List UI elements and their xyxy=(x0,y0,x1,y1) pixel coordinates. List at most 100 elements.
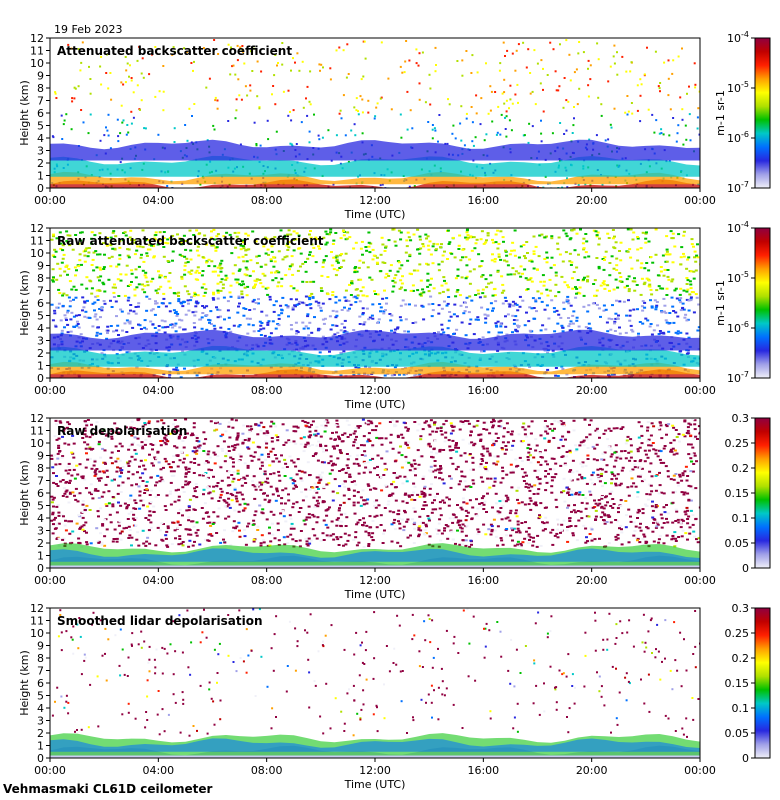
colorbar-tick-label: 0 xyxy=(742,562,749,575)
x-axis-label: Time (UTC) xyxy=(344,588,406,601)
y-tick-label: 11 xyxy=(30,45,44,58)
date-label: 19 Feb 2023 xyxy=(54,23,122,36)
x-tick-label: 16:00 xyxy=(467,764,499,777)
y-tick-label: 10 xyxy=(30,57,44,70)
y-tick-label: 4 xyxy=(37,322,44,335)
colorbar-tick-label: 10-4 xyxy=(727,30,749,45)
y-tick-label: 10 xyxy=(30,627,44,640)
colorbar-tick-label: 0.15 xyxy=(725,487,750,500)
x-tick-label: 04:00 xyxy=(142,764,174,777)
y-tick-label: 12 xyxy=(30,412,44,425)
chart-panel-4: Smoothed lidar depolarisation01234567891… xyxy=(18,602,771,791)
x-tick-label: 20:00 xyxy=(576,384,608,397)
y-tick-label: 1 xyxy=(37,360,44,373)
heatmap-background xyxy=(50,418,700,568)
x-tick-label: 00:00 xyxy=(34,384,66,397)
x-tick-label: 12:00 xyxy=(359,574,391,587)
x-tick-label: 08:00 xyxy=(251,574,283,587)
colorbar-tick-label: 10-6 xyxy=(727,130,749,145)
x-tick-label: 00:00 xyxy=(684,384,716,397)
colorbar-unit-label: m-1 sr-1 xyxy=(714,280,727,326)
colorbar-tick-label: 10-7 xyxy=(727,180,749,195)
y-tick-label: 1 xyxy=(37,170,44,183)
y-tick-label: 4 xyxy=(37,132,44,145)
y-tick-label: 8 xyxy=(37,462,44,475)
x-tick-label: 04:00 xyxy=(142,384,174,397)
x-tick-label: 04:00 xyxy=(142,194,174,207)
y-tick-label: 2 xyxy=(37,727,44,740)
y-tick-label: 7 xyxy=(37,475,44,488)
y-tick-label: 1 xyxy=(37,740,44,753)
colorbar-tick-label: 0.3 xyxy=(732,412,750,425)
colorbar-tick-label: 0.25 xyxy=(725,437,750,450)
x-tick-label: 16:00 xyxy=(467,194,499,207)
y-tick-label: 5 xyxy=(37,310,44,323)
y-axis-label: Height (km) xyxy=(18,270,31,336)
y-tick-label: 9 xyxy=(37,640,44,653)
x-tick-label: 00:00 xyxy=(684,764,716,777)
chart-title: Raw attenuated backscatter coefficient xyxy=(57,234,324,248)
x-tick-label: 20:00 xyxy=(576,764,608,777)
colorbar-tick-label: 0.25 xyxy=(725,627,750,640)
y-tick-label: 10 xyxy=(30,437,44,450)
colorbar-tick-label: 0.1 xyxy=(732,702,750,715)
y-tick-label: 1 xyxy=(37,550,44,563)
y-tick-label: 2 xyxy=(37,347,44,360)
y-tick-label: 10 xyxy=(30,247,44,260)
y-tick-label: 6 xyxy=(37,677,44,690)
colorbar xyxy=(754,607,771,759)
colorbar-unit-label: m-1 sr-1 xyxy=(714,90,727,136)
colorbar-tick-label: 10-7 xyxy=(727,370,749,385)
y-tick-label: 5 xyxy=(37,690,44,703)
colorbar-tick-label: 0.2 xyxy=(732,462,750,475)
y-axis-label: Height (km) xyxy=(18,650,31,716)
y-tick-label: 8 xyxy=(37,82,44,95)
colorbar-tick-label: 10-4 xyxy=(727,220,749,235)
x-tick-label: 16:00 xyxy=(467,574,499,587)
colorbar-tick-label: 0.05 xyxy=(725,727,750,740)
y-tick-label: 2 xyxy=(37,157,44,170)
x-tick-label: 00:00 xyxy=(34,194,66,207)
y-tick-label: 5 xyxy=(37,120,44,133)
colorbar xyxy=(754,227,771,379)
y-tick-label: 6 xyxy=(37,487,44,500)
x-tick-label: 00:00 xyxy=(684,194,716,207)
y-tick-label: 4 xyxy=(37,512,44,525)
heatmap-background xyxy=(50,608,700,758)
colorbar-tick-label: 0.3 xyxy=(732,602,750,615)
colorbar-tick-label: 0.1 xyxy=(732,512,750,525)
y-tick-label: 11 xyxy=(30,235,44,248)
y-tick-label: 6 xyxy=(37,297,44,310)
chart-title: Smoothed lidar depolarisation xyxy=(57,614,263,628)
x-axis-label: Time (UTC) xyxy=(344,208,406,221)
x-axis-label: Time (UTC) xyxy=(344,778,406,791)
y-tick-label: 7 xyxy=(37,665,44,678)
y-tick-label: 9 xyxy=(37,450,44,463)
y-tick-label: 8 xyxy=(37,652,44,665)
x-tick-label: 12:00 xyxy=(359,384,391,397)
y-tick-label: 12 xyxy=(30,602,44,615)
x-tick-label: 16:00 xyxy=(467,384,499,397)
chart-title: Raw depolarisation xyxy=(57,424,187,438)
x-tick-label: 12:00 xyxy=(359,764,391,777)
chart-panel-2: Raw attenuated backscatter coefficient01… xyxy=(18,220,771,411)
colorbar-tick-label: 10-5 xyxy=(727,270,749,285)
y-tick-label: 3 xyxy=(37,335,44,348)
x-tick-label: 00:00 xyxy=(34,574,66,587)
footer-label: Vehmasmaki CL61D ceilometer xyxy=(3,782,212,796)
y-tick-label: 0 xyxy=(37,752,44,765)
y-tick-label: 9 xyxy=(37,260,44,273)
y-tick-label: 12 xyxy=(30,222,44,235)
y-tick-label: 2 xyxy=(37,537,44,550)
y-tick-label: 0 xyxy=(37,182,44,195)
y-tick-label: 0 xyxy=(37,372,44,385)
x-tick-label: 00:00 xyxy=(34,764,66,777)
y-axis-label: Height (km) xyxy=(18,460,31,526)
heatmap-field xyxy=(50,228,700,378)
colorbar-tick-label: 0.15 xyxy=(725,677,750,690)
y-tick-label: 5 xyxy=(37,500,44,513)
colorbar xyxy=(754,37,771,189)
colorbar-tick-label: 0.2 xyxy=(732,652,750,665)
y-tick-label: 11 xyxy=(30,425,44,438)
y-tick-label: 4 xyxy=(37,702,44,715)
